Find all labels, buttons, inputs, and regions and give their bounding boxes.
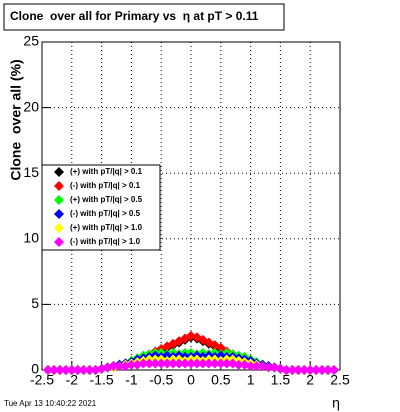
marker (60, 365, 71, 375)
x-tick-label: -1.5 (90, 372, 114, 388)
legend-marker (54, 167, 64, 177)
marker (72, 365, 83, 375)
marker (197, 358, 208, 369)
marker (108, 361, 119, 372)
x-tick-label: 1.5 (271, 372, 291, 388)
legend-marker (54, 223, 64, 233)
marker (186, 358, 196, 369)
marker (114, 361, 125, 372)
marker (323, 365, 334, 375)
marker (221, 358, 232, 369)
legend-box (41, 164, 161, 251)
title-box (3, 3, 285, 31)
marker (54, 365, 65, 375)
chart-title: Clone over all for Primary vs η at pT > … (10, 9, 259, 23)
marker (156, 358, 167, 369)
marker (162, 358, 173, 369)
marker (191, 358, 202, 369)
marker (251, 361, 262, 372)
marker (168, 358, 179, 369)
legend-marker (54, 181, 64, 191)
marker (317, 365, 328, 375)
marker (311, 365, 322, 375)
marker (84, 365, 95, 375)
marker (42, 365, 53, 375)
legend-label: (-) with pT/|q| > 0.5 (70, 209, 141, 218)
marker (329, 365, 340, 375)
marker (144, 358, 155, 369)
x-axis-label: η (332, 395, 340, 411)
legend-marker (54, 209, 64, 219)
marker (209, 358, 220, 369)
footer-date: Tue Apr 13 10:40:22 2021 (4, 399, 97, 408)
x-tick-label: 1 (247, 372, 255, 388)
marker (287, 365, 298, 375)
legend-label: (+) with pT/|q| > 0.5 (70, 195, 143, 204)
marker (138, 358, 149, 369)
marker (281, 365, 292, 375)
marker (233, 359, 244, 370)
x-tick-label: 2.5 (330, 372, 350, 388)
marker (305, 365, 316, 375)
y-tick-label: 20 (23, 98, 39, 114)
marker (66, 365, 77, 375)
legend-marker (54, 195, 64, 205)
marker (203, 358, 214, 369)
x-tick-label: 2 (306, 372, 314, 388)
legend-label: (+) with pT/|q| > 0.1 (70, 167, 143, 176)
marker (150, 358, 161, 369)
x-tick-label: 0.5 (211, 372, 231, 388)
legend-marker (54, 237, 64, 247)
y-tick-label: 25 (23, 33, 39, 49)
marker (126, 359, 137, 370)
y-tick-label: 15 (23, 164, 39, 180)
y-tick-label: 5 (31, 295, 39, 311)
marker (263, 362, 274, 373)
marker (48, 365, 59, 375)
legend-label: (-) with pT/|q| > 0.1 (70, 181, 141, 190)
marker (299, 365, 310, 375)
y-tick-label: 0 (31, 361, 39, 377)
marker (293, 365, 304, 375)
x-tick-label: -1 (125, 372, 138, 388)
x-tick-label: -2.5 (30, 372, 54, 388)
x-tick-label: -2 (66, 372, 79, 388)
legend-label: (+) with pT/|q| > 1.0 (70, 223, 143, 232)
y-axis-label: Clone over all (%) (8, 59, 24, 180)
x-tick-label: -0.5 (149, 372, 173, 388)
marker (215, 358, 226, 369)
y-tick-label: 10 (23, 230, 39, 246)
marker (174, 358, 185, 369)
x-tick-label: 0 (187, 372, 195, 388)
marker (78, 365, 89, 375)
marker (180, 358, 191, 369)
legend-label: (-) with pT/|q| > 1.0 (70, 237, 141, 246)
marker (245, 361, 256, 372)
